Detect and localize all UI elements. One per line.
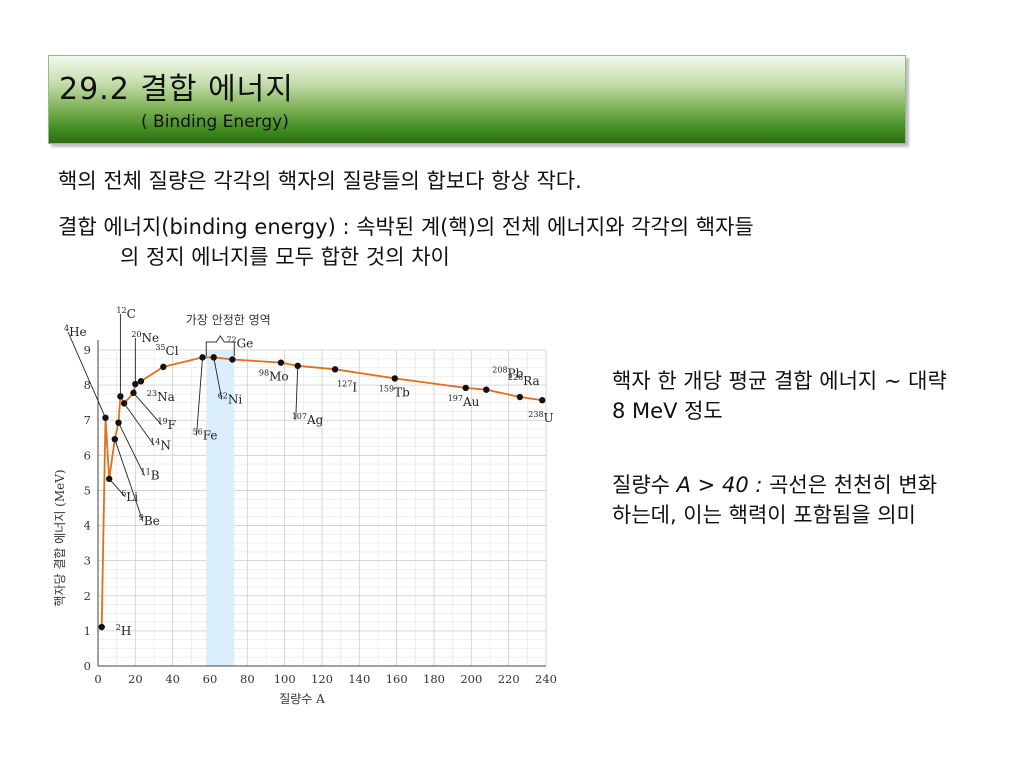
isotope-label-n: 14N xyxy=(150,437,171,452)
leader-line-he xyxy=(67,331,106,418)
isotope-label-ra: 226Ra xyxy=(508,373,540,388)
definition-line-2: 의 정지 에너지를 모두 합한 것의 차이 xyxy=(120,245,450,269)
title-banner: 29.2 결합 에너지 ( Binding Energy) xyxy=(48,55,906,144)
isotope-label-ne: 20Ne xyxy=(131,330,159,345)
leader-line-li xyxy=(108,478,126,498)
y-tick-label: 8 xyxy=(84,378,91,392)
note-mass-number: 질량수 A > 40 : 곡선은 천천히 변화하는데, 이는 핵력이 포함됨을 … xyxy=(612,470,947,530)
x-tick-label: 20 xyxy=(128,672,143,686)
x-axis-label: 질량수 A xyxy=(279,692,325,706)
data-point-pb xyxy=(483,386,490,393)
data-point-tb xyxy=(391,375,398,382)
x-tick-label: 240 xyxy=(535,672,557,686)
isotope-label-pb: 208Pb xyxy=(492,366,523,381)
y-tick-label: 4 xyxy=(84,519,91,533)
note-average-binding: 핵자 한 개당 평균 결합 에너지 ~ 대략 8 MeV 정도 xyxy=(612,369,947,423)
data-point-ge xyxy=(229,356,236,363)
isotope-label-fe: 56Fe xyxy=(193,427,218,442)
isotope-label-cl: 35Cl xyxy=(155,343,178,358)
isotope-label-li: 6Li xyxy=(121,489,138,504)
data-point-h xyxy=(98,623,105,631)
data-point-c xyxy=(117,393,124,400)
data-point-u xyxy=(539,397,546,404)
isotope-label-na: 23Na xyxy=(147,389,175,404)
definition-binding-energy: 결합 에너지(binding energy) : 속박된 계(핵)의 전체 에너… xyxy=(58,212,958,272)
note-mass-number-pre: 질량수 xyxy=(612,473,677,497)
isotope-label-mo: 98Mo xyxy=(259,369,289,384)
data-point-ne xyxy=(132,380,139,388)
data-point-na xyxy=(137,378,145,385)
stable-region-band xyxy=(206,350,235,666)
leader-line-b xyxy=(118,422,145,476)
data-point-b xyxy=(115,419,122,426)
isotope-label-be: 9Be xyxy=(139,513,160,528)
y-tick-label: 1 xyxy=(84,624,91,638)
chart-axes: 0 20 40 60 80 100 120 140 160 180 200 220 2400123456… xyxy=(84,340,557,686)
isotope-label-tb: 159Tb xyxy=(379,384,410,399)
y-tick-label: 9 xyxy=(84,343,91,357)
x-tick-label: 60 xyxy=(203,672,218,686)
isotope-label-i: 127I xyxy=(337,379,357,394)
isotope-label-ag: 107Ag xyxy=(292,412,324,427)
x-tick-label: 80 xyxy=(240,672,255,686)
x-tick-label: 200 xyxy=(460,672,482,686)
data-point-cl xyxy=(160,363,167,371)
x-tick-label: 220 xyxy=(498,672,520,686)
data-point-mo xyxy=(277,359,285,366)
y-tick-label: 6 xyxy=(84,448,91,462)
isotope-label-ni: 62Ni xyxy=(218,391,243,406)
isotope-label-he: 4He xyxy=(64,324,87,339)
isotope-label-u: 238U xyxy=(528,410,553,425)
stable-region-brace xyxy=(205,335,235,356)
leader-line-n xyxy=(123,403,155,446)
leader-line-ag xyxy=(295,365,299,420)
isotope-label-au: 197Au xyxy=(448,394,480,409)
data-point-ag xyxy=(294,362,301,369)
data-point-he xyxy=(102,414,109,421)
isotope-label-b: 11B xyxy=(141,468,160,483)
leader-line-ni xyxy=(213,357,223,400)
isotope-label-h: 2H xyxy=(116,623,132,638)
leader-line-be xyxy=(114,439,144,522)
x-tick-label: 140 xyxy=(348,672,370,686)
y-tick-label: 0 xyxy=(84,659,91,673)
x-tick-label: 0 xyxy=(94,672,101,686)
x-tick-label: 160 xyxy=(386,672,408,686)
isotope-label-ge: 72Ge xyxy=(226,335,253,350)
binding-energy-chart: 가장 안정한 영역 0 20 40 60 80 100 120 140 160 180 200 220… xyxy=(53,306,557,706)
y-tick-label: 5 xyxy=(84,483,91,497)
x-tick-label: 40 xyxy=(165,672,180,686)
x-tick-label: 180 xyxy=(423,672,445,686)
y-tick-label: 2 xyxy=(84,589,91,603)
y-tick-label: 7 xyxy=(84,413,91,427)
isotope-label-c: 12C xyxy=(116,306,135,321)
stable-region-label: 가장 안정한 영역 xyxy=(186,313,271,327)
definition-line-1: 결합 에너지(binding energy) : 속박된 계(핵)의 전체 에너… xyxy=(58,215,754,239)
note-mass-number-var: A > 40 : xyxy=(676,473,763,497)
slide-title: 29.2 결합 에너지 xyxy=(59,72,294,107)
binding-energy-curve xyxy=(100,356,543,628)
isotope-label-f: 19F xyxy=(157,417,176,432)
data-point-i xyxy=(331,366,339,373)
data-point-ra xyxy=(516,393,524,401)
y-tick-label: 3 xyxy=(84,554,91,568)
note-mass-number-post: 곡선은 천천히 변화하는데, 이는 핵력이 포함됨을 의미 xyxy=(612,473,938,527)
leader-line-fe xyxy=(196,357,203,436)
y-axis-label: 핵자당 결합 에너지 (MeV) xyxy=(53,469,67,606)
data-point-au xyxy=(462,384,469,392)
x-tick-label: 100 xyxy=(274,672,296,686)
statement-mass-defect: 핵의 전체 질량은 각각의 핵자의 질량들의 합보다 항상 작다. xyxy=(58,169,582,193)
x-tick-label: 120 xyxy=(311,672,333,686)
slide-subtitle: ( Binding Energy) xyxy=(141,112,289,132)
leader-line-f xyxy=(133,392,162,426)
